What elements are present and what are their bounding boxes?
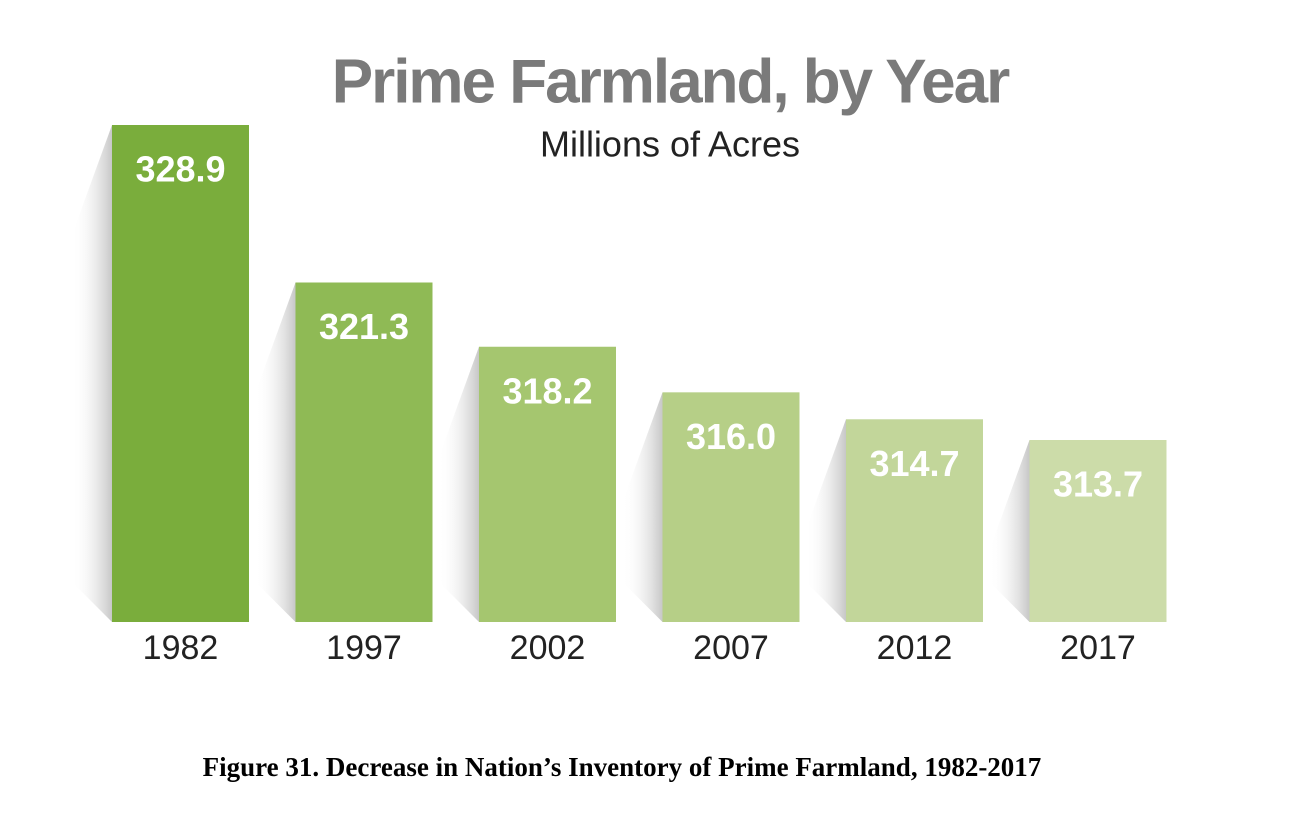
bar bbox=[662, 392, 800, 622]
value-label: 314.7 bbox=[869, 443, 959, 484]
value-label: 318.2 bbox=[502, 370, 592, 411]
bar-shadow bbox=[806, 419, 846, 622]
bar bbox=[295, 282, 433, 622]
x-tick-label: 2002 bbox=[510, 629, 586, 667]
value-label: 316.0 bbox=[686, 416, 776, 457]
bar bbox=[1029, 440, 1167, 622]
x-tick-label: 2007 bbox=[693, 629, 769, 667]
bar bbox=[479, 346, 616, 622]
bar-shadow bbox=[989, 440, 1030, 622]
x-tick-label: 1982 bbox=[143, 629, 219, 667]
bar-shadow bbox=[255, 282, 296, 622]
x-tick-label: 2012 bbox=[877, 629, 953, 667]
bar bbox=[846, 419, 983, 622]
bar-shadow bbox=[439, 346, 479, 622]
bar-shadow bbox=[72, 125, 112, 622]
x-tick-label: 1997 bbox=[326, 629, 402, 667]
value-label: 328.9 bbox=[135, 149, 225, 190]
value-label: 313.7 bbox=[1053, 464, 1143, 505]
x-tick-label: 2017 bbox=[1060, 629, 1136, 667]
chart-title: Prime Farmland, by Year bbox=[332, 47, 1010, 116]
caption: Figure 31. Decrease in Nation’s Inventor… bbox=[203, 752, 1042, 782]
chart-subtitle: Millions of Acres bbox=[540, 124, 800, 165]
bar bbox=[112, 125, 249, 622]
value-label: 321.3 bbox=[319, 306, 409, 347]
bar-shadow bbox=[622, 392, 663, 622]
